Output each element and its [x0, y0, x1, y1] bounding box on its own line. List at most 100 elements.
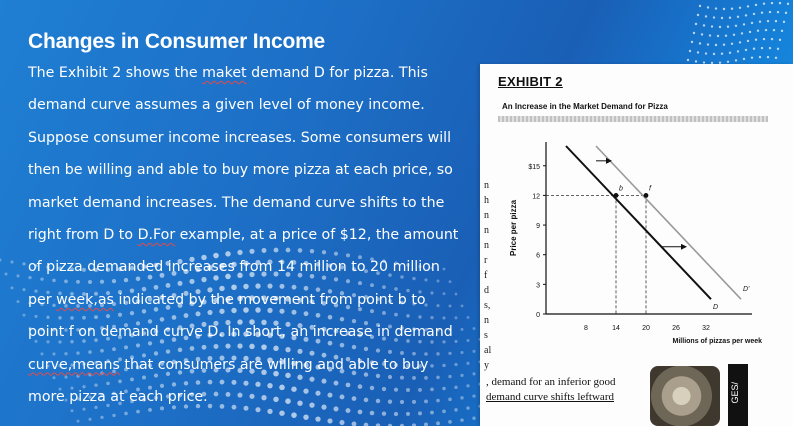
decor-dot: [454, 362, 458, 367]
decor-dot: [112, 413, 116, 418]
body-line-9: point f on demand curve D. In short, an …: [28, 324, 453, 340]
decor-dot: [466, 406, 470, 410]
decor-dot: [249, 248, 255, 254]
series-label: D: [713, 304, 718, 311]
decor-dot: [147, 319, 153, 324]
decor-dot: [219, 308, 225, 314]
decor-dot: [716, 34, 720, 38]
decor-dot: [730, 7, 734, 10]
decor-dot: [448, 280, 452, 284]
decor-dot: [267, 382, 273, 389]
decor-dot: [466, 315, 470, 319]
decor-dot: [309, 350, 315, 356]
x-tick-label: 20: [642, 325, 650, 332]
decor-dot: [94, 383, 98, 387]
decor-dot: [424, 278, 428, 282]
decor-dot: [760, 11, 764, 14]
decor-dot: [40, 277, 44, 281]
decor-dot: [94, 315, 98, 320]
decor-dot: [405, 411, 411, 416]
decor-dot: [213, 391, 219, 397]
decor-dot: [315, 390, 321, 396]
decor-dot: [776, 10, 780, 14]
decor-dot: [412, 399, 416, 404]
decor-dot: [400, 375, 404, 380]
decor-dot: [686, 58, 690, 62]
decor-dot: [460, 350, 464, 355]
decor-dot: [778, 1, 782, 5]
decor-dot: [315, 312, 321, 318]
caption-line-2: demand curve shifts leftward: [486, 391, 614, 403]
decor-dot: [772, 28, 776, 32]
decor-dot: [375, 348, 381, 353]
decor-dot: [213, 252, 219, 259]
side-label: GES/: [730, 382, 740, 404]
decor-dot: [10, 260, 14, 264]
x-tick-label: 8: [584, 325, 588, 332]
decor-dot: [82, 315, 86, 320]
decor-dot: [472, 372, 476, 376]
decor-dot: [52, 376, 56, 380]
decor-dot: [285, 247, 291, 253]
decor-dot: [88, 350, 92, 354]
decor-dot: [207, 403, 213, 409]
decor-dot: [34, 339, 38, 343]
decor-dot: [381, 386, 387, 392]
decor-dot: [768, 10, 772, 14]
decor-dot: [273, 396, 279, 403]
decor-dot: [153, 351, 159, 356]
y-axis-label: Price per pizza: [509, 199, 518, 256]
exhibit-image: EXHIBIT 2 An Increase in the Market Dema…: [480, 64, 793, 426]
decor-dot: [177, 347, 183, 353]
decor-dot: [436, 352, 440, 356]
decor-dot: [88, 373, 92, 377]
decor-dot: [472, 394, 476, 398]
decor-dot: [351, 396, 357, 401]
decor-dot: [388, 349, 392, 354]
decor-dot: [291, 284, 297, 290]
decor-dot: [764, 28, 768, 32]
decor-dot: [720, 52, 724, 55]
decor-dot: [363, 397, 369, 403]
decor-dot: [774, 56, 778, 60]
decor-dot: [171, 382, 177, 387]
decor-dot: [219, 285, 225, 292]
decor-dot: [454, 385, 458, 390]
decor-dot: [135, 276, 141, 282]
decor-dot: [255, 283, 261, 289]
y-tick-label: 12: [532, 193, 540, 200]
decor-dot: [22, 313, 26, 317]
decor-dot: [153, 284, 159, 290]
decor-dot: [382, 285, 386, 289]
decor-dot: [394, 312, 398, 317]
decor-dot: [708, 34, 712, 37]
decor-dot: [442, 340, 446, 344]
decor-dot: [351, 319, 357, 324]
decor-dot: [136, 409, 140, 414]
decor-dot: [454, 339, 458, 343]
decor-dot: [436, 375, 440, 380]
decor-dot: [778, 38, 782, 42]
point-f: [643, 193, 649, 198]
decor-dot: [430, 410, 434, 415]
decor-dot: [780, 29, 784, 33]
decor-dot: [249, 393, 255, 399]
x-tick-label: 32: [702, 325, 710, 332]
decor-dot: [369, 410, 375, 416]
decor-dot: [231, 404, 237, 410]
decor-dot: [28, 276, 32, 280]
decor-dot: [70, 340, 74, 344]
decor-dot: [231, 284, 237, 291]
decor-dot: [345, 382, 351, 388]
margin-fragment: n: [484, 240, 489, 251]
decor-dot: [430, 364, 434, 368]
decor-dot: [357, 409, 363, 415]
decor-dot: [738, 41, 742, 44]
decor-dot: [472, 327, 476, 330]
margin-fragment: r: [484, 255, 488, 266]
decor-dot: [750, 56, 754, 59]
body-line-11: more pizza at each price.: [28, 389, 208, 405]
decor-dot: [466, 361, 470, 365]
decor-dot: [267, 307, 273, 314]
decor-dot: [393, 411, 399, 417]
